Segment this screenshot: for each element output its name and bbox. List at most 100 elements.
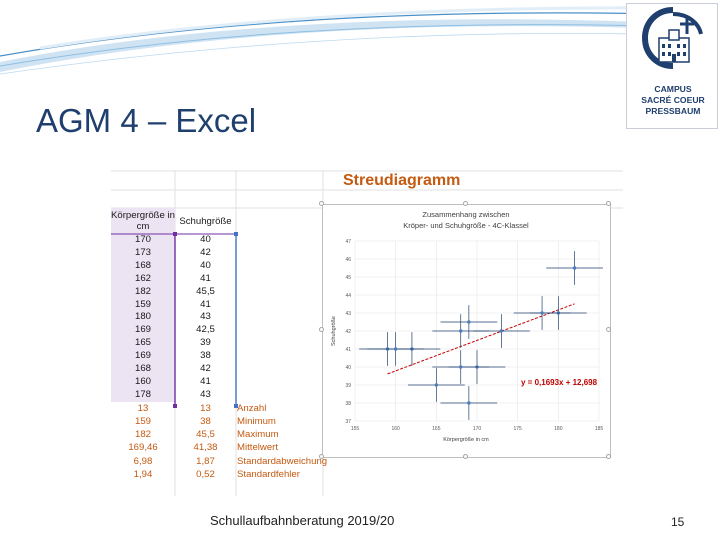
sheet-gridlines (111, 170, 623, 496)
slide-footer: Schullaufbahnberatung 2019/20 (210, 513, 395, 528)
cell-schuhgroesse[interactable]: 38 (200, 350, 211, 362)
stat-schuhgroesse[interactable]: 0,52 (196, 468, 215, 480)
y-tick-label: 44 (345, 293, 351, 299)
resize-handle-mr[interactable] (606, 327, 611, 332)
chart-title-line2: Kröper- und Schuhgröße - 4C-Klassel (403, 221, 529, 230)
cell-schuhgroesse[interactable]: 42 (200, 363, 211, 374)
slide-title: AGM 4 – Excel (36, 102, 257, 139)
y-axis-label: Schuhgröße (331, 316, 337, 346)
stat-label: Anzahl (237, 402, 267, 414)
cell-koerpergroesse[interactable]: 165 (134, 337, 151, 349)
trendline (387, 303, 575, 375)
data-point (499, 329, 504, 333)
data-point (467, 401, 471, 405)
resize-handle-tr[interactable] (606, 201, 611, 206)
stat-koerpergroesse[interactable]: 182 (134, 429, 151, 441)
x-tick-label: 155 (351, 426, 360, 432)
header-swoosh (0, 6, 661, 75)
resize-handle-ml[interactable] (319, 327, 324, 332)
stat-schuhgroesse[interactable]: 1,87 (196, 455, 215, 467)
header-koerpergroesse: Körpergröße in cm (111, 210, 175, 232)
resize-handle-tm[interactable] (463, 201, 468, 206)
x-tick-label: 165 (432, 426, 441, 432)
cell-koerpergroesse[interactable]: 168 (134, 259, 151, 271)
data-point (572, 266, 577, 270)
stat-schuhgroesse[interactable]: 45,5 (196, 429, 215, 441)
cell-schuhgroesse[interactable]: 39 (200, 337, 211, 349)
y-tick-label: 39 (345, 383, 351, 389)
x-tick-label: 170 (473, 426, 482, 432)
cell-schuhgroesse[interactable]: 41 (200, 375, 211, 387)
stat-koerpergroesse[interactable]: 1,94 (133, 468, 153, 480)
data-point (459, 329, 463, 333)
stat-koerpergroesse[interactable]: 6,98 (133, 455, 153, 467)
data-point (467, 320, 471, 324)
cell-koerpergroesse[interactable]: 170 (134, 234, 151, 245)
y-tick-label: 40 (345, 365, 351, 371)
cell-koerpergroesse[interactable]: 169 (134, 324, 151, 336)
cell-schuhgroesse[interactable]: 45,5 (196, 285, 215, 297)
resize-handle-bm[interactable] (463, 454, 468, 459)
y-tick-label: 45 (345, 275, 351, 281)
cell-koerpergroesse[interactable]: 180 (134, 311, 151, 323)
y-tick-label: 37 (345, 419, 351, 425)
logo-line-pressbaum: PRESSBAUM (645, 106, 701, 116)
stat-schuhgroesse[interactable]: 13 (200, 402, 211, 414)
data-point (540, 311, 544, 315)
scatter-chart-frame[interactable]: Zusammenhang zwischen Kröper- und Schuhgr… (322, 204, 611, 458)
stat-label: Standardabweichung (237, 455, 328, 467)
cell-koerpergroesse[interactable]: 159 (134, 298, 151, 310)
cell-schuhgroesse[interactable]: 41 (200, 272, 211, 284)
logo-line-campus: CAMPUS (654, 84, 692, 94)
x-axis-label: Körpergröße in cm (443, 437, 489, 443)
cell-schuhgroesse[interactable]: 43 (200, 388, 211, 400)
school-building-cross-icon (641, 7, 703, 69)
trendline-equation: y = 0,1693x + 12,698 (521, 378, 598, 387)
cell-koerpergroesse[interactable]: 182 (134, 285, 151, 297)
campus-logo: CAMPUS SACRÉ COEUR PRESSBAUM (626, 3, 718, 129)
y-tick-label: 41 (345, 347, 351, 353)
x-tick-label: 160 (391, 426, 400, 432)
stat-schuhgroesse[interactable]: 41,38 (193, 442, 218, 454)
data-point (393, 347, 398, 351)
stat-koerpergroesse[interactable]: 159 (134, 415, 151, 427)
data-point (459, 365, 463, 369)
resize-handle-bl[interactable] (319, 454, 324, 459)
cell-schuhgroesse[interactable]: 42 (200, 246, 211, 258)
header-schuhgroesse: Schuhgröße (179, 216, 232, 227)
stat-label: Standardfehler (237, 468, 300, 480)
stat-koerpergroesse[interactable]: 13 (137, 402, 149, 414)
y-tick-label: 46 (345, 257, 351, 263)
y-tick-label: 38 (345, 401, 351, 407)
stat-schuhgroesse[interactable]: 38 (200, 415, 211, 427)
cell-schuhgroesse[interactable]: 43 (200, 311, 211, 323)
stat-label: Mittelwert (237, 442, 279, 454)
stat-label: Minimum (237, 415, 276, 427)
x-tick-label: 175 (513, 426, 522, 432)
excel-sheet: Körpergröße in cm Schuhgröße 170 40 173 42 1… (111, 170, 623, 496)
y-tick-label: 42 (345, 329, 351, 335)
resize-handle-tl[interactable] (319, 201, 324, 206)
cell-koerpergroesse[interactable]: 173 (134, 246, 151, 258)
chart-heading: Streudiagramm (343, 172, 461, 189)
resize-handle-br[interactable] (606, 454, 611, 459)
cell-koerpergroesse[interactable]: 169 (134, 350, 151, 362)
stat-label: Maximum (237, 429, 279, 441)
cell-schuhgroesse[interactable]: 40 (200, 259, 211, 271)
scatter-chart: Zusammenhang zwischen Kröper- und Schuhgr… (331, 210, 604, 443)
data-point (434, 383, 439, 387)
cell-koerpergroesse[interactable]: 162 (134, 272, 151, 284)
page-number: 15 (671, 515, 685, 529)
cell-schuhgroesse[interactable]: 42,5 (196, 324, 215, 336)
logo-line-sacre-coeur: SACRÉ COEUR (641, 95, 705, 105)
cell-koerpergroesse[interactable]: 178 (134, 388, 151, 400)
y-tick-label: 47 (345, 239, 351, 245)
cell-koerpergroesse[interactable]: 168 (134, 363, 151, 374)
cell-koerpergroesse[interactable]: 160 (134, 375, 151, 387)
chart-title-line1: Zusammenhang zwischen (422, 210, 509, 219)
x-tick-label: 185 (595, 426, 604, 432)
stat-koerpergroesse[interactable]: 169,46 (128, 442, 158, 454)
x-tick-label: 180 (554, 426, 563, 432)
cell-schuhgroesse[interactable]: 41 (200, 298, 211, 310)
cell-schuhgroesse[interactable]: 40 (200, 234, 211, 245)
